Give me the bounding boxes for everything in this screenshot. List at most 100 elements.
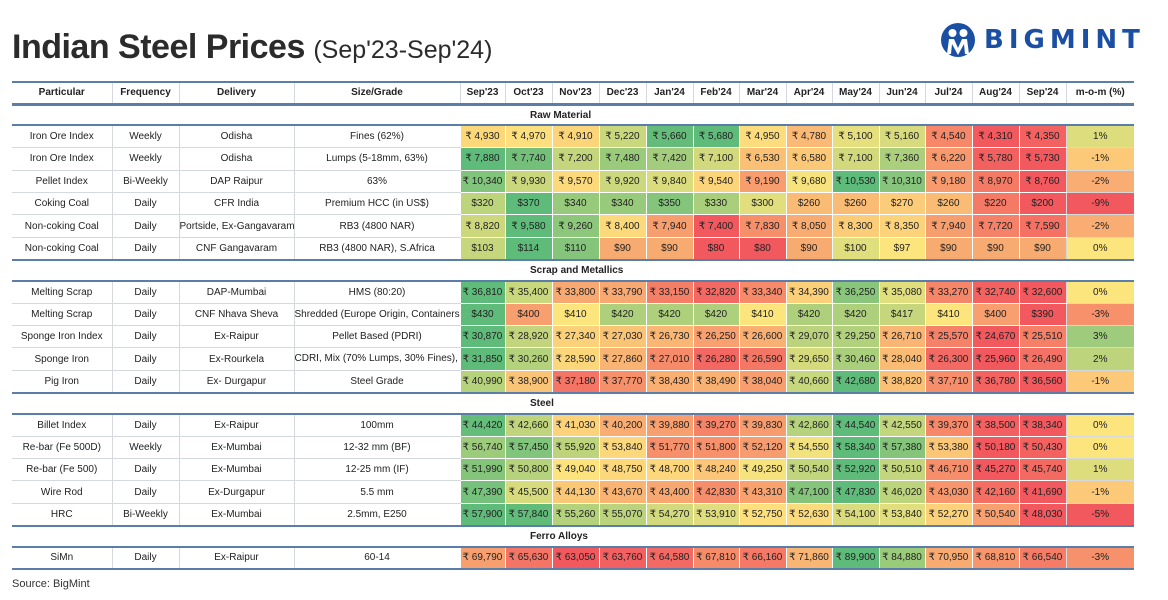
col-header-month: Oct'23	[504, 80, 552, 106]
cell-grade: 63%	[293, 170, 460, 194]
heatmap-cell: ₹ 45,500	[504, 480, 552, 504]
heatmap-cell: ₹ 42,660	[504, 413, 552, 437]
heatmap-cell: ₹ 26,250	[692, 325, 739, 349]
table-row: Melting Scrap Daily CNF Nhava Sheva Shredde…	[12, 303, 1134, 327]
section-label: Ferro Alloys	[460, 525, 1134, 548]
heatmap-cell: ₹ 9,580	[504, 214, 552, 238]
heatmap-cell: ₹ 89,900	[831, 546, 879, 571]
heatmap-cell: ₹ 7,940	[645, 214, 693, 238]
page-title: Indian Steel Prices (Sep'23-Sep'24)	[12, 28, 492, 67]
heatmap-cell: ₹ 33,800	[551, 280, 599, 304]
cell-delivery: Portside, Ex-Gangavaram	[178, 214, 294, 238]
heatmap-cell: ₹ 84,880	[878, 546, 925, 571]
table-row: Melting Scrap Daily DAP-Mumbai HMS (80:20) ₹…	[12, 280, 1134, 304]
cell-grade: Steel Grade	[293, 370, 460, 394]
heatmap-cell: ₹ 40,200	[598, 413, 646, 437]
heatmap-cell: ₹ 37,770	[598, 370, 646, 394]
heatmap-cell: ₹ 25,570	[924, 325, 972, 349]
heatmap-cell: ₹ 47,100	[785, 480, 832, 504]
cell-delivery: Ex-Mumbai	[178, 503, 294, 527]
heatmap-cell: ₹ 36,250	[831, 280, 879, 304]
heatmap-cell: ₹ 51,990	[459, 458, 505, 482]
heatmap-cell: $320	[459, 192, 505, 216]
heatmap-cell: ₹ 26,280	[692, 347, 739, 371]
heatmap-cell: $260	[831, 192, 879, 216]
title-main: Indian Steel Prices	[12, 28, 305, 66]
heatmap-cell: ₹ 4,310	[971, 125, 1019, 149]
heatmap-cell: ₹ 52,750	[738, 503, 786, 527]
heatmap-cell: ₹ 24,670	[971, 325, 1019, 349]
section-label: Raw Material	[460, 104, 1134, 127]
heatmap-cell: ₹ 7,200	[551, 147, 599, 171]
heatmap-cell: ₹ 38,340	[1018, 413, 1066, 437]
cell-particular: Melting Scrap	[12, 303, 112, 327]
cell-frequency: Weekly	[111, 436, 179, 459]
heatmap-cell: ₹ 26,490	[1018, 347, 1066, 371]
cell-delivery: Ex- Durgapur	[178, 370, 294, 394]
heatmap-cell: $350	[645, 192, 693, 216]
heatmap-cell: ₹ 26,590	[738, 347, 786, 371]
heatmap-cell: ₹ 53,380	[924, 436, 972, 459]
heatmap-cell: ₹ 58,340	[831, 436, 879, 459]
cell-delivery: Odisha	[178, 147, 294, 171]
heatmap-cell: ₹ 43,400	[645, 480, 693, 504]
heatmap-cell: ₹ 44,540	[831, 413, 879, 437]
heatmap-cell: ₹ 26,730	[645, 325, 693, 349]
cell-particular: Iron Ore Index	[12, 147, 112, 171]
heatmap-cell: ₹ 46,020	[878, 480, 925, 504]
heatmap-cell: ₹ 63,760	[598, 546, 646, 571]
cell-grade: 2.5mm, E250	[293, 503, 460, 527]
cell-delivery: Ex-Raipur	[178, 413, 294, 437]
section-row: Ferro Alloys	[12, 525, 1134, 548]
cell-delivery: DAP Raipur	[178, 170, 294, 194]
cell-grade: HMS (80:20)	[293, 280, 460, 304]
heatmap-cell: ₹ 54,270	[645, 503, 693, 527]
heatmap-cell: ₹ 39,830	[738, 413, 786, 437]
col-header-month: Jul'24	[924, 80, 972, 106]
cell-grade: RB3 (4800 NAR), S.Africa	[293, 237, 460, 261]
heatmap-cell: ₹ 57,840	[504, 503, 552, 527]
heatmap-cell: ₹ 39,270	[692, 413, 739, 437]
heatmap-cell: $260	[924, 192, 972, 216]
cell-delivery: Ex-Rourkela	[178, 347, 294, 371]
heatmap-cell: ₹ 57,450	[504, 436, 552, 459]
table-row: Sponge Iron Daily Ex-Rourkela CDRI, Mix (70…	[12, 347, 1134, 371]
heatmap-cell: ₹ 10,310	[878, 170, 925, 194]
heatmap-cell: ₹ 9,680	[785, 170, 832, 194]
heatmap-cell: ₹ 4,970	[504, 125, 552, 149]
heatmap-cell: ₹ 48,750	[598, 458, 646, 482]
table-row: Coking Coal Daily CFR India Premium HCC (in…	[12, 192, 1134, 216]
cell-mom: 0%	[1065, 436, 1134, 459]
heatmap-cell: $260	[785, 192, 832, 216]
heatmap-cell: ₹ 33,270	[924, 280, 972, 304]
col-header-month: Sep'24	[1018, 80, 1066, 106]
cell-frequency: Daily	[111, 413, 179, 437]
col-header-month: Feb'24	[692, 80, 739, 106]
heatmap-cell: ₹ 52,920	[831, 458, 879, 482]
heatmap-cell: ₹ 4,930	[459, 125, 505, 149]
table-body: Raw Material Iron Ore Index Weekly Odisha Fi…	[12, 104, 1134, 571]
heatmap-cell: $100	[831, 237, 879, 261]
cell-delivery: Odisha	[178, 125, 294, 149]
heatmap-cell: ₹ 38,430	[645, 370, 693, 394]
heatmap-cell: ₹ 38,820	[878, 370, 925, 394]
col-header-month: Aug'24	[971, 80, 1019, 106]
heatmap-cell: ₹ 50,800	[504, 458, 552, 482]
heatmap-cell: ₹ 47,390	[459, 480, 505, 504]
heatmap-cell: ₹ 32,600	[1018, 280, 1066, 304]
heatmap-cell: $270	[878, 192, 925, 216]
heatmap-cell: ₹ 33,150	[645, 280, 693, 304]
cell-grade: CDRI, Mix (70% Lumps, 30% Fines), FeM 80…	[293, 347, 460, 371]
cell-particular: Coking Coal	[12, 192, 112, 216]
heatmap-cell: ₹ 8,300	[831, 214, 879, 238]
heatmap-cell: ₹ 41,030	[551, 413, 599, 437]
col-header-month: Nov'23	[551, 80, 599, 106]
bigmint-logo-icon	[941, 23, 975, 57]
section-label: Scrap and Metallics	[460, 259, 1134, 282]
heatmap-cell: $340	[598, 192, 646, 216]
heatmap-cell: ₹ 68,810	[971, 546, 1019, 571]
heatmap-cell: ₹ 6,220	[924, 147, 972, 171]
heatmap-cell: ₹ 37,180	[551, 370, 599, 394]
cell-grade: Pellet Based (PDRI)	[293, 325, 460, 349]
table-row: Wire Rod Daily Ex-Durgapur 5.5 mm ₹ 47,390 ₹ …	[12, 480, 1134, 504]
